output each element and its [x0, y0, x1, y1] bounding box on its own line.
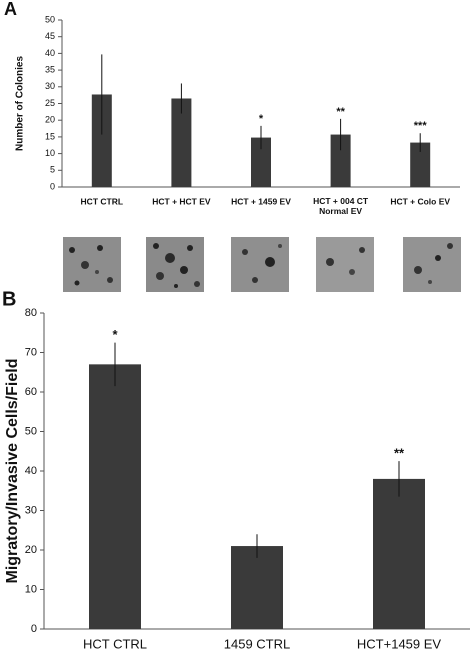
- significance-label: *: [112, 327, 118, 342]
- y-tick-label: 30: [25, 504, 37, 516]
- y-tick-label: 10: [25, 583, 37, 595]
- thumbnail: [316, 237, 374, 292]
- y-tick-label: 20: [45, 115, 55, 125]
- colony-thumbnails: [63, 237, 461, 292]
- y-tick-label: 80: [25, 307, 37, 319]
- y-tick-label: 0: [50, 181, 55, 191]
- y-tick-label: 50: [45, 14, 55, 24]
- x-tick-label: HCT + Colo EV: [390, 196, 450, 206]
- significance-label: **: [336, 106, 345, 118]
- panel-label: B: [2, 288, 16, 310]
- x-tick-label: HCT CTRL: [81, 196, 124, 206]
- thumbnail: [146, 237, 204, 292]
- y-tick-label: 10: [45, 148, 55, 158]
- bar: [89, 364, 141, 629]
- significance-label: ***: [414, 120, 428, 132]
- x-tick-label: HCT+1459 EV: [357, 636, 442, 651]
- x-tick-label: HCT CTRL: [83, 636, 147, 651]
- bar: [91, 94, 112, 187]
- y-tick-label: 35: [45, 64, 55, 74]
- y-tick-label: 40: [25, 465, 37, 477]
- bar: [171, 98, 192, 187]
- bar: [330, 134, 351, 187]
- thumbnail: [403, 237, 461, 292]
- y-tick-label: 50: [25, 425, 37, 437]
- thumbnail: [63, 237, 121, 292]
- bar: [231, 546, 283, 629]
- bar: [251, 137, 271, 187]
- y-tick-label: 5: [50, 165, 55, 175]
- bar: [410, 142, 431, 187]
- bar: [373, 478, 425, 629]
- significance-label: *: [259, 113, 264, 125]
- y-tick-label: 15: [45, 131, 55, 141]
- significance-label: **: [394, 446, 405, 461]
- y-tick-label: 40: [45, 48, 55, 58]
- panel-label: A: [4, 0, 17, 19]
- y-tick-label: 30: [45, 81, 55, 91]
- y-tick-label: 45: [45, 31, 55, 41]
- y-axis-label: Number of Colonies: [15, 56, 26, 151]
- x-tick-label: HCT + 1459 EV: [231, 196, 291, 206]
- x-tick-label: 1459 CTRL: [224, 636, 290, 651]
- y-tick-label: 60: [25, 386, 37, 398]
- y-axis-label: Migratory/Invasive Cells/Field: [4, 359, 21, 584]
- x-tick-label: HCT + 004 CT Normal EV: [313, 196, 369, 216]
- y-tick-label: 70: [25, 346, 37, 358]
- x-tick-label: HCT + HCT EV: [152, 196, 211, 206]
- y-tick-label: 20: [25, 544, 37, 556]
- thumbnail: [231, 237, 289, 292]
- y-tick-label: 25: [45, 98, 55, 108]
- y-tick-label: 0: [31, 623, 37, 635]
